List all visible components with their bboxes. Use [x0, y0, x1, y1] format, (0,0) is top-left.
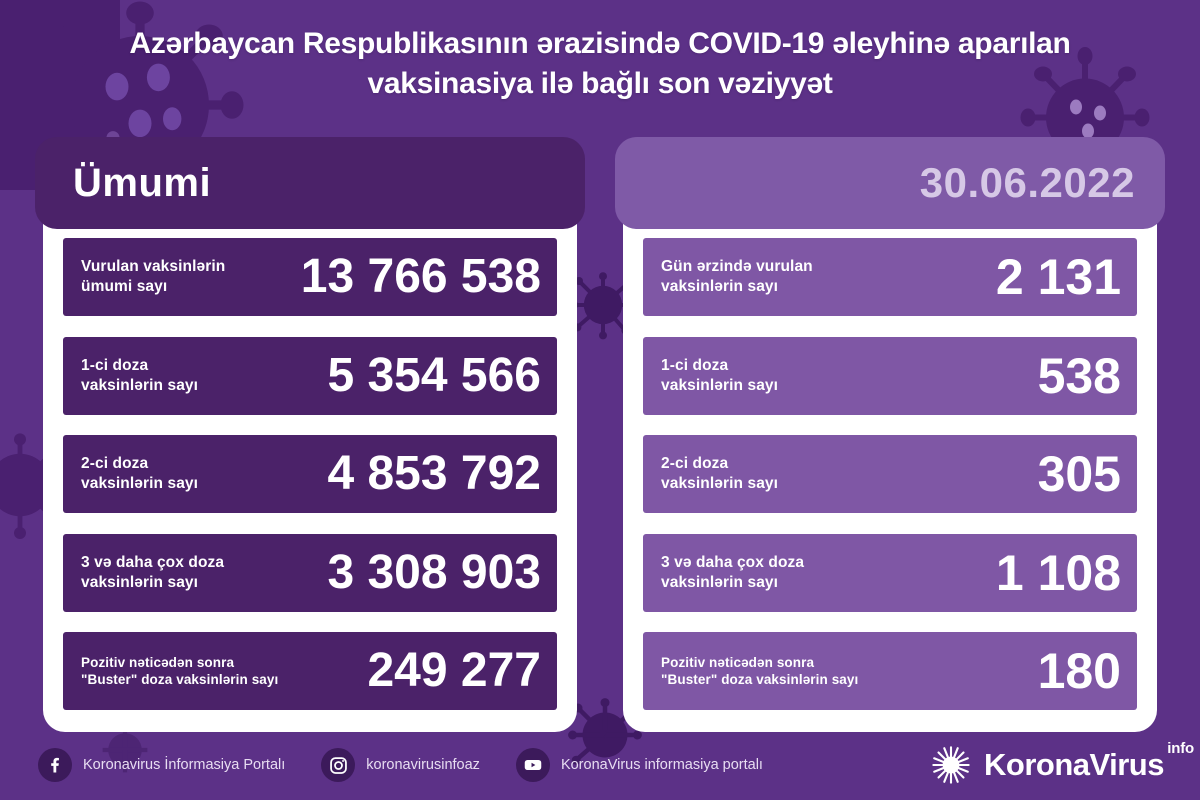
- brand-name: KoronaVirus: [984, 747, 1164, 782]
- social-instagram[interactable]: koronavirusinfoaz: [321, 748, 480, 782]
- panel-total-heading: Ümumi: [73, 160, 212, 205]
- social-youtube[interactable]: KoronaVirus informasiya portalı: [515, 748, 763, 782]
- stat-label: 3 və daha çox doza vaksinlərin sayı: [81, 553, 225, 591]
- stat-value: 2 131: [995, 249, 1121, 305]
- panel-total-card: Vurulan vaksinlərin ümumi sayı 13 766 53…: [43, 195, 577, 732]
- stat-label: 2-ci doza vaksinlərin sayı: [661, 455, 779, 492]
- stat-label: 1-ci doza vaksinlərin sayı: [81, 356, 199, 394]
- brand-superscript: info: [1167, 740, 1194, 757]
- stat-label: Gün ərzində vurulan vaksinlərin sayı: [661, 258, 813, 295]
- stat-row-daily-booster-after-positive: Pozitiv nəticədən sonra "Buster" doza va…: [643, 632, 1137, 710]
- page-title: Azərbaycan Respublikasının ərazisində CO…: [129, 27, 1071, 100]
- stat-value: 1 108: [995, 544, 1121, 601]
- stat-label: 1-ci doza vaksinlərin sayı: [661, 356, 779, 394]
- stat-label: Pozitiv nəticədən sonra "Buster" doza va…: [661, 654, 859, 687]
- stat-value: 5 354 566: [327, 348, 541, 402]
- stat-label: Vurulan vaksinlərin ümumi sayı: [81, 258, 226, 295]
- panel-daily-header: 30.06.2022: [615, 137, 1165, 229]
- virus-sun-icon: [932, 746, 970, 784]
- panel-daily-card: Gün ərzində vurulan vaksinlərin sayı 2 1…: [623, 195, 1157, 732]
- stat-row-daily-dose-3-plus: 3 və daha çox doza vaksinlərin sayı 1 10…: [643, 533, 1137, 612]
- stat-value: 4 853 792: [327, 447, 541, 500]
- stat-value: 13 766 538: [300, 250, 541, 303]
- stat-row-daily-dose-2: 2-ci doza vaksinlərin sayı 305: [643, 435, 1137, 513]
- stat-value: 3 308 903: [327, 545, 541, 599]
- facebook-icon: [38, 748, 72, 782]
- stat-row-total-vaccines: Vurulan vaksinlərin ümumi sayı 13 766 53…: [63, 238, 557, 316]
- stat-value: 538: [1037, 347, 1121, 404]
- social-instagram-label: koronavirusinfoaz: [366, 757, 480, 773]
- footer-bar: Koronavirus İnformasiya Portalı koronavi…: [0, 730, 1200, 800]
- stat-row-dose-1: 1-ci doza vaksinlərin sayı 5 354 566: [63, 336, 557, 415]
- social-youtube-label: KoronaVirus informasiya portalı: [560, 757, 763, 773]
- panel-daily: Gün ərzində vurulan vaksinlərin sayı 2 1…: [615, 137, 1165, 732]
- stat-row-dose-2: 2-ci doza vaksinlərin sayı 4 853 792: [63, 435, 557, 513]
- instagram-icon: [321, 748, 356, 782]
- panel-total: Vurulan vaksinlərin ümumi sayı 13 766 53…: [35, 137, 585, 732]
- social-facebook-label: Koronavirus İnformasiya Portalı: [83, 757, 286, 773]
- stat-value: 249 277: [367, 644, 541, 697]
- stat-row-dose-3-plus: 3 və daha çox doza vaksinlərin sayı 3 30…: [63, 533, 557, 612]
- panel-total-header: Ümumi: [35, 137, 585, 229]
- stat-label: Pozitiv nəticədən sonra "Buster" doza va…: [81, 654, 279, 687]
- stat-value: 180: [1037, 643, 1121, 699]
- social-facebook[interactable]: Koronavirus İnformasiya Portalı: [38, 748, 285, 782]
- stat-label: 3 və daha çox doza vaksinlərin sayı: [661, 553, 805, 591]
- report-date: 30.06.2022: [919, 159, 1135, 206]
- stat-value: 305: [1037, 446, 1121, 502]
- brand-logo[interactable]: KoronaVirus info: [930, 740, 1194, 786]
- youtube-icon: [515, 748, 550, 782]
- stat-row-daily-dose-1: 1-ci doza vaksinlərin sayı 538: [643, 336, 1137, 415]
- stat-row-booster-after-positive: Pozitiv nəticədən sonra "Buster" doza va…: [63, 632, 557, 710]
- stat-row-daily-vaccines: Gün ərzində vurulan vaksinlərin sayı 2 1…: [643, 238, 1137, 316]
- stat-label: 2-ci doza vaksinlərin sayı: [81, 455, 199, 492]
